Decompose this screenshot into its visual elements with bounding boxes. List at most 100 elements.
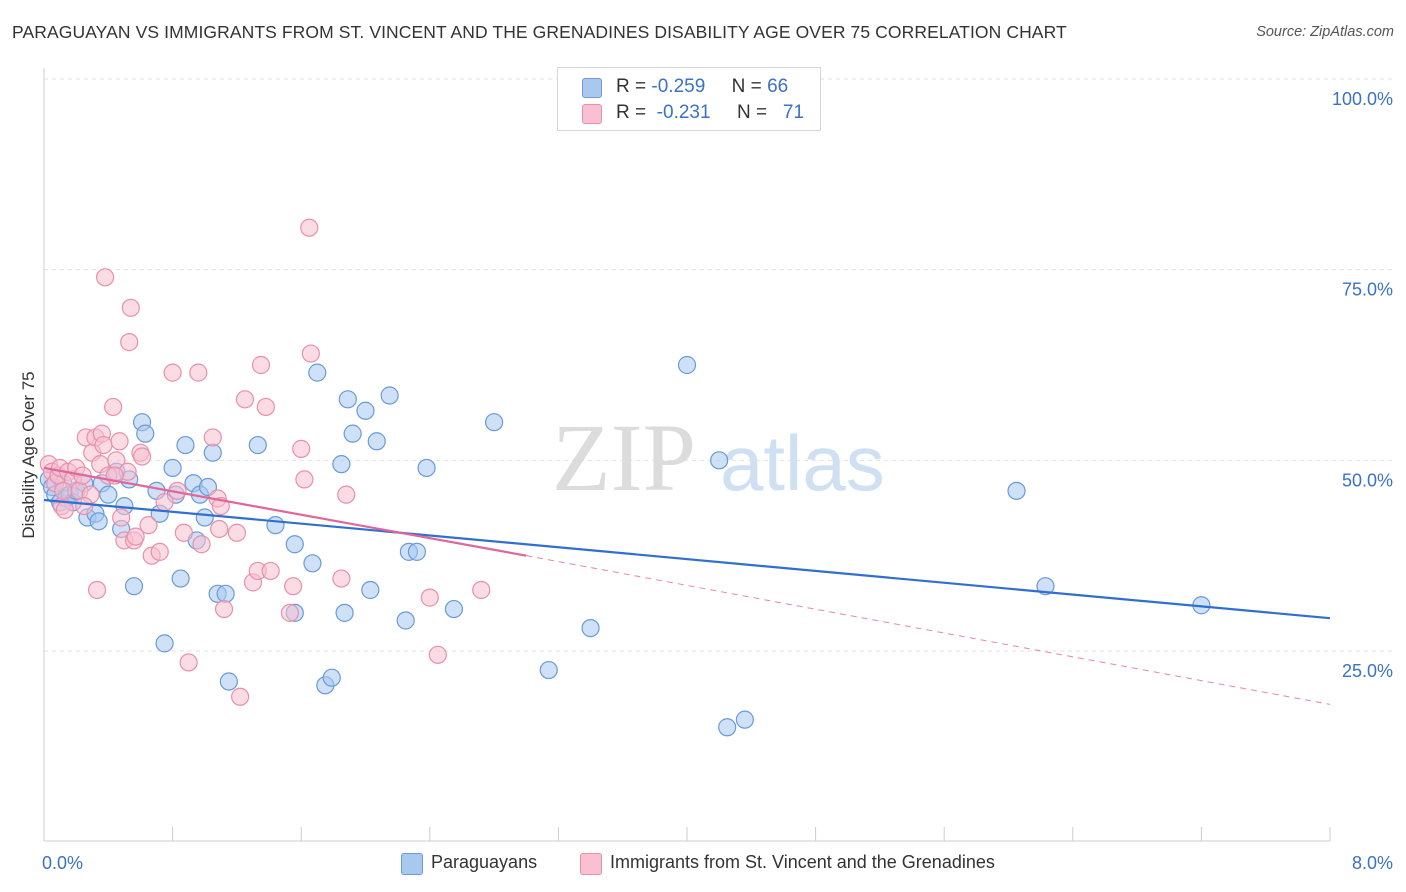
stats-legend: R = -0.259 N = 66 R = -0.231 N = 71 [557, 67, 821, 131]
immigrants-trend-line [43, 466, 527, 557]
paraguayans-point [335, 603, 354, 622]
y-tick-label: 50.0% [1342, 470, 1393, 490]
immigrants-point [95, 268, 115, 287]
immigrants-point [94, 435, 113, 455]
paraguayans-trend-line [43, 498, 1331, 620]
legend-swatch-pink [582, 104, 602, 124]
paraguayans-point [1036, 577, 1055, 596]
paraguayans-point [322, 668, 341, 687]
legend-r-label: R = [616, 76, 647, 97]
paraguayans-point [99, 485, 118, 504]
paraguayans-point [396, 611, 415, 630]
paraguayans-point [367, 432, 386, 451]
paraguayans-point [285, 535, 304, 554]
immigrants-point [214, 599, 234, 619]
immigrants-point [150, 542, 169, 561]
immigrants-trend-extension [526, 555, 1331, 705]
paraguayans-point [219, 672, 238, 691]
paraguayans-point [677, 355, 697, 375]
paraguayans-point [171, 569, 190, 588]
x-tick-label-right: 8.0% [1352, 853, 1393, 873]
legend-r-value: -0.259 [651, 76, 706, 97]
immigrants-point [203, 428, 222, 447]
immigrants-point [163, 363, 182, 382]
immigrants-point [284, 577, 303, 596]
immigrants-point [139, 516, 158, 535]
paraguayans-point [266, 516, 285, 535]
paraguayans-point [361, 580, 380, 600]
legend-n-value: 71 [782, 102, 805, 123]
paraguayans-point [407, 542, 427, 561]
paraguayans-point [176, 435, 195, 455]
tick-labels: 25.0% 50.0% 75.0% 100.0% 0.0% 8.0% [42, 89, 1393, 873]
immigrants-point [121, 298, 140, 317]
immigrants-point [189, 363, 208, 382]
legend-r-value: -0.231 [656, 102, 711, 123]
paraguayans-point [124, 577, 144, 596]
paraguayans-point [735, 710, 754, 729]
immigrants-point [132, 447, 152, 466]
immigrants-point [192, 535, 211, 554]
immigrants-point [87, 580, 107, 600]
immigrants-point [126, 527, 145, 546]
paraguayans-point [380, 386, 399, 405]
bottom-legend-label: Paraguayans [431, 852, 538, 872]
immigrants-point [179, 653, 198, 672]
immigrants-point [301, 344, 320, 363]
y-tick-label: 25.0% [1342, 661, 1393, 681]
immigrants-point [292, 439, 311, 458]
legend-r-label: R = [616, 102, 647, 123]
paraguayans-point [338, 390, 357, 409]
paraguayans-point [203, 443, 222, 462]
immigrants-point [295, 470, 314, 489]
paraguayans-point [485, 413, 504, 432]
immigrants-point [110, 432, 129, 451]
paraguayans-point [89, 512, 108, 531]
y-tick-label: 100.0% [1332, 89, 1393, 109]
bottom-legend-label: Immigrants from St. Vincent and the Gren… [610, 852, 995, 872]
legend-n-value: 66 [767, 76, 789, 97]
immigrants-point [227, 523, 246, 542]
immigrants-point [210, 519, 229, 539]
immigrants-point [174, 523, 193, 542]
immigrants-point [251, 355, 271, 375]
paraguayans-point [417, 458, 436, 478]
paraguayans-point [1007, 481, 1026, 500]
paraguayans-point [308, 363, 327, 382]
immigrants-point [231, 687, 250, 706]
immigrants-point [420, 588, 439, 607]
legend-swatch-blue [582, 78, 602, 98]
watermark-zip: ZIP [552, 404, 696, 511]
immigrants-point [337, 485, 356, 504]
paraguayans-point [303, 554, 322, 573]
immigrants-point [256, 397, 275, 417]
series-immigrants-points [39, 218, 491, 706]
immigrants-point [54, 481, 73, 500]
chart-title: PARAGUAYAN VS IMMIGRANTS FROM ST. VINCEN… [12, 22, 1067, 42]
immigrants-point [261, 561, 280, 581]
x-tick-label-left: 0.0% [42, 853, 83, 873]
bottom-legend-swatch-pink [580, 853, 602, 875]
immigrants-point [112, 508, 131, 527]
immigrants-point [75, 496, 94, 516]
immigrants-point [472, 580, 491, 600]
paraguayans-point [155, 634, 174, 653]
immigrants-point [235, 390, 255, 409]
paraguayans-point [539, 660, 558, 680]
paraguayans-point [444, 599, 464, 619]
grid-lines [44, 78, 1392, 652]
legend-n-label: N = [731, 76, 762, 97]
immigrants-point [104, 397, 123, 417]
bottom-legend-swatch-blue [401, 853, 423, 875]
paraguayans-point [356, 401, 375, 420]
paraguayans-point [248, 435, 267, 455]
immigrants-point [428, 645, 447, 664]
immigrants-point [55, 500, 74, 520]
y-axis-label: Disability Age Over 75 [19, 371, 38, 538]
immigrants-point [332, 569, 351, 588]
legend-n-label: N = [736, 102, 768, 123]
paraguayans-point [195, 508, 214, 527]
immigrants-point [120, 333, 139, 352]
paraguayans-point [343, 424, 362, 443]
